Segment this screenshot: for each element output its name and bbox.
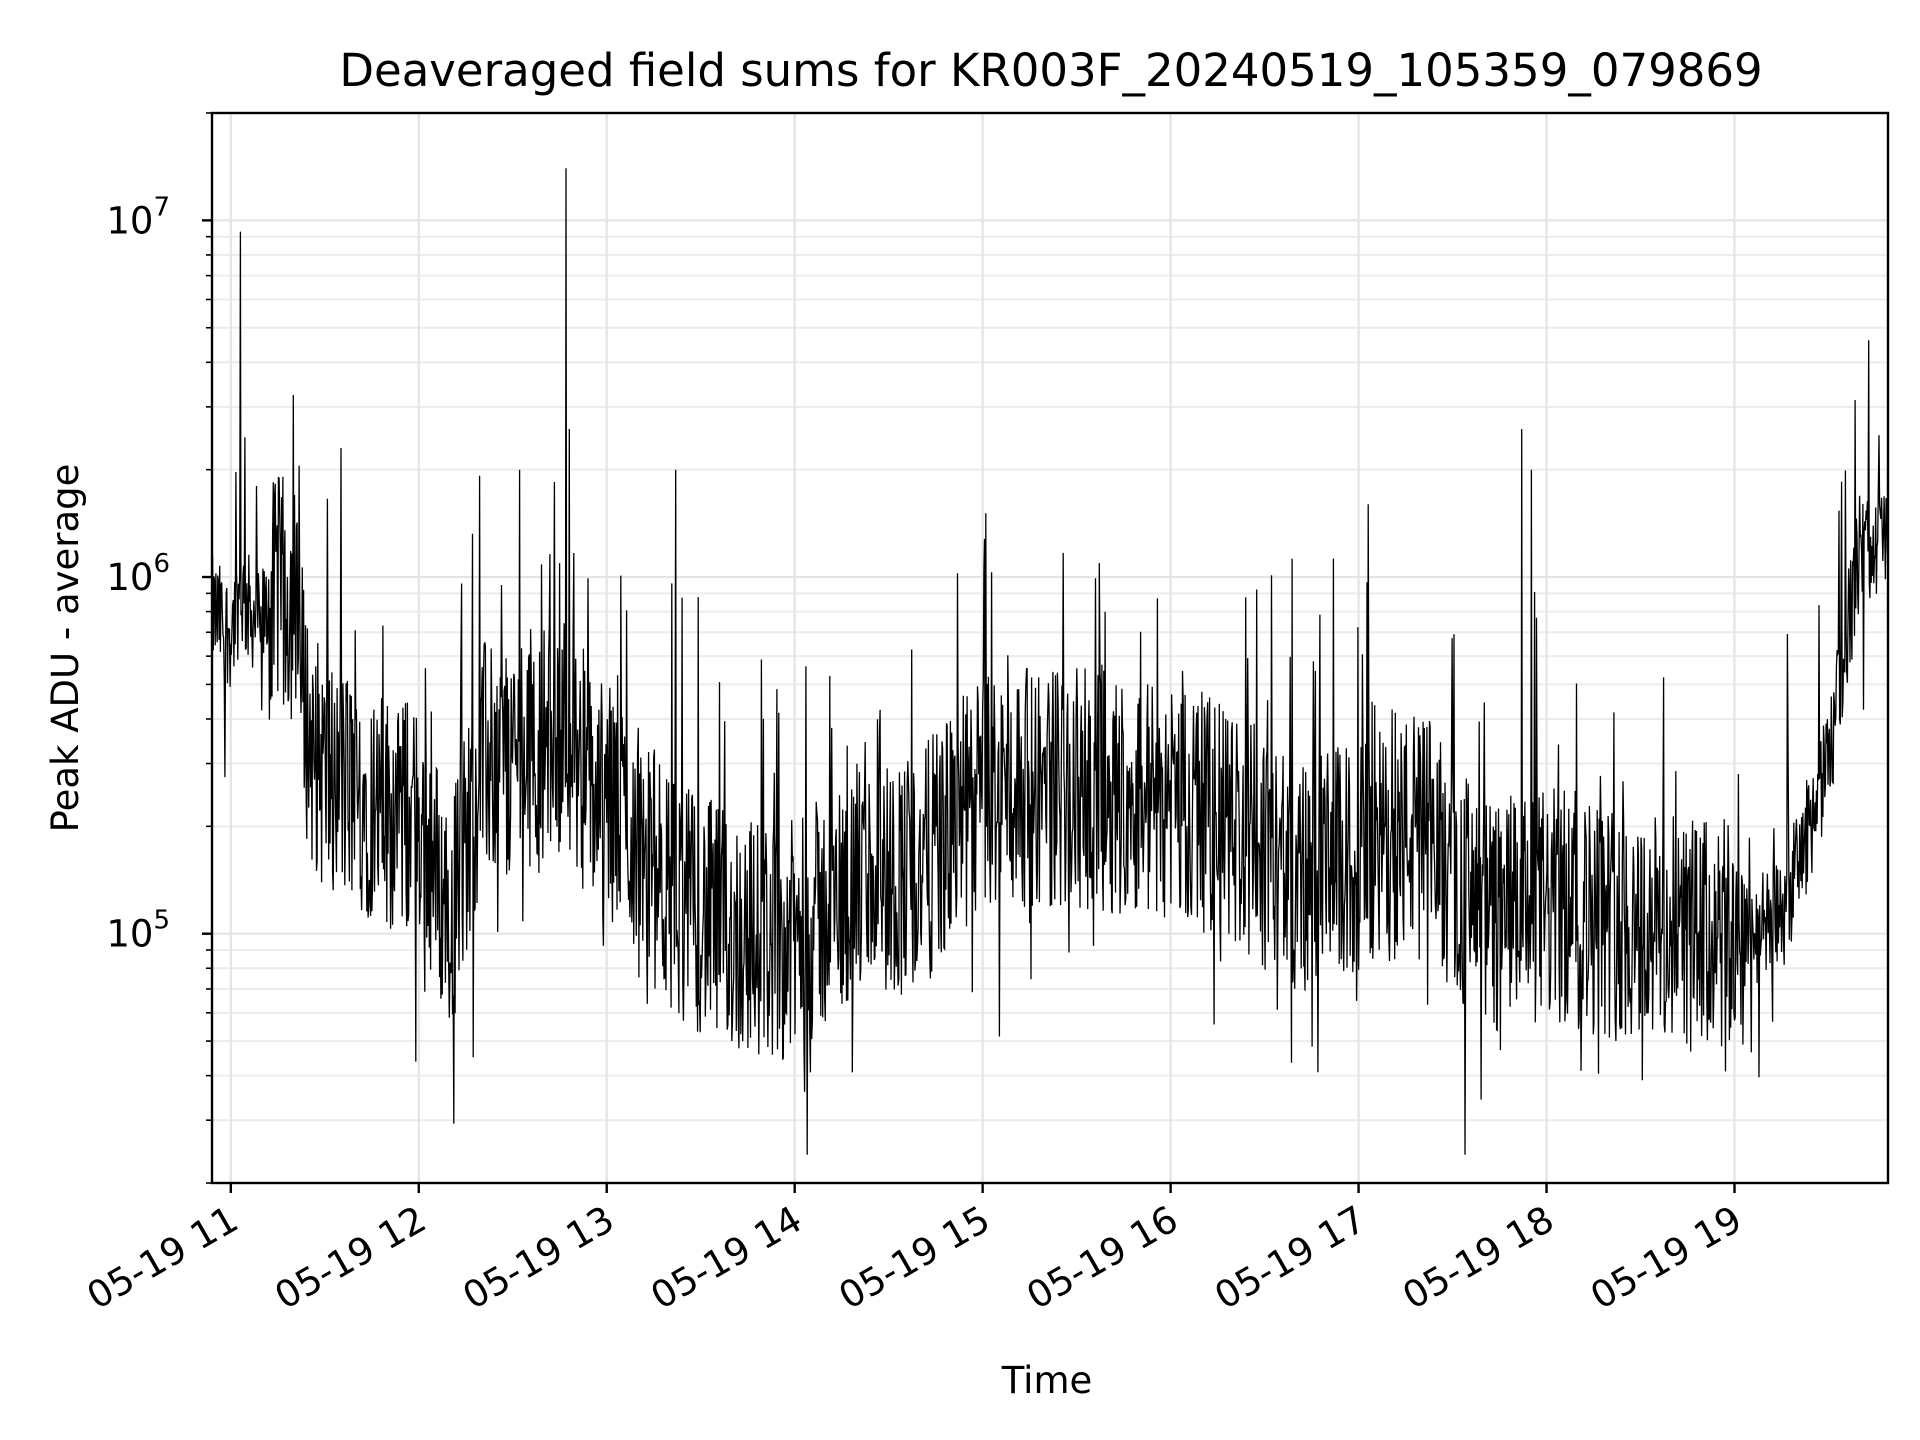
chart-title: Deaveraged field sums for KR003F_2024051…: [339, 44, 1762, 97]
x-tick-label: 05-19 17: [1208, 1198, 1374, 1318]
x-tick-label: 05-19 16: [1020, 1198, 1186, 1318]
y-axis-label: Peak ADU - average: [44, 464, 87, 833]
series-layer: [211, 168, 1889, 1155]
x-axis: 05-19 11 05-19 12 05-19 13 05-19 14 05-19 15…: [80, 1183, 1749, 1318]
x-tick-label: 05-19 15: [832, 1198, 998, 1318]
x-tick-label: 05-19 18: [1395, 1198, 1561, 1318]
y-tick-label: 106: [106, 549, 170, 599]
y-tick-label: 105: [106, 906, 170, 956]
x-tick-label: 05-19 12: [268, 1198, 434, 1318]
x-axis-label: Time: [1001, 1359, 1093, 1402]
plot-frame: [210, 111, 1890, 1185]
grid: [212, 112, 1888, 1184]
series-line: [211, 168, 1889, 1155]
x-tick-label: 05-19 19: [1583, 1198, 1749, 1318]
y-axis: 105 106 107: [106, 112, 212, 1184]
x-tick-label: 05-19 14: [644, 1198, 810, 1318]
x-tick-label: 05-19 13: [456, 1198, 622, 1318]
x-tick-label: 05-19 11: [80, 1198, 246, 1318]
y-tick-label: 107: [106, 192, 170, 242]
